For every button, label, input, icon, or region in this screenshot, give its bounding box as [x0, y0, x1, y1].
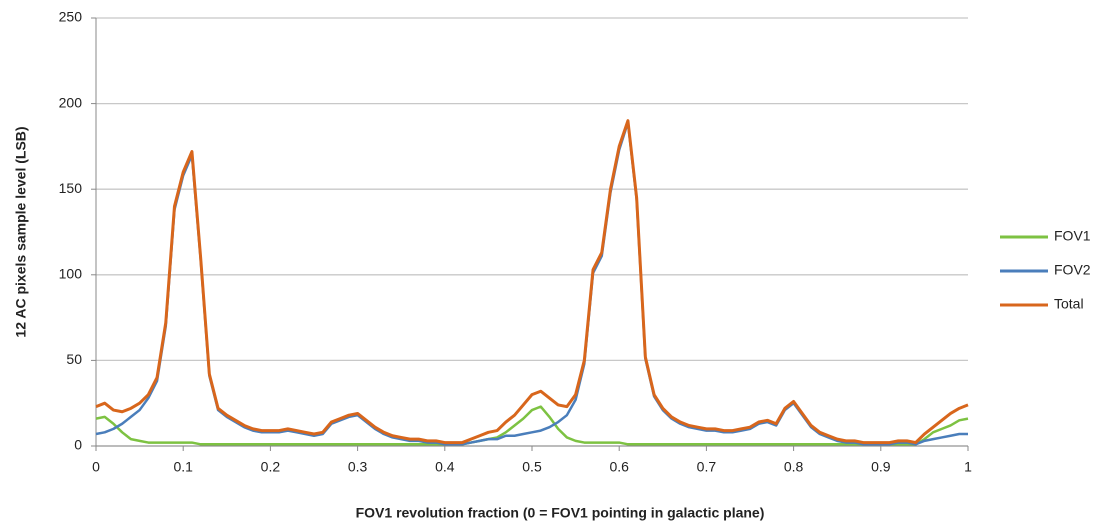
- y-tick-label: 100: [59, 266, 83, 282]
- x-tick-label: 0.2: [261, 459, 281, 475]
- series-line: [95, 119, 969, 445]
- legend-label: FOV2: [1054, 262, 1091, 278]
- x-tick-label: 0.8: [784, 459, 804, 475]
- x-tick-label: 0.1: [173, 459, 193, 475]
- y-tick-label: 200: [59, 94, 83, 110]
- y-axis-title: 12 AC pixels sample level (LSB): [13, 126, 29, 337]
- x-tick-label: 0.6: [609, 459, 629, 475]
- x-tick-label: 0.3: [348, 459, 368, 475]
- legend-label: Total: [1054, 296, 1084, 312]
- x-tick-label: 0.7: [697, 459, 717, 475]
- legend-label: FOV1: [1054, 228, 1091, 244]
- x-axis-title: FOV1 revolution fraction (0 = FOV1 point…: [356, 505, 765, 521]
- y-tick-label: 150: [59, 180, 83, 196]
- y-tick-label: 50: [66, 351, 82, 367]
- x-tick-label: 0.5: [522, 459, 542, 475]
- x-tick-label: 1: [964, 459, 972, 475]
- series-line: [95, 405, 969, 446]
- x-tick-label: 0: [92, 459, 100, 475]
- x-tick-label: 0.9: [871, 459, 891, 475]
- x-tick-label: 0.4: [435, 459, 455, 475]
- y-tick-label: 0: [74, 437, 82, 453]
- y-tick-label: 250: [59, 9, 83, 25]
